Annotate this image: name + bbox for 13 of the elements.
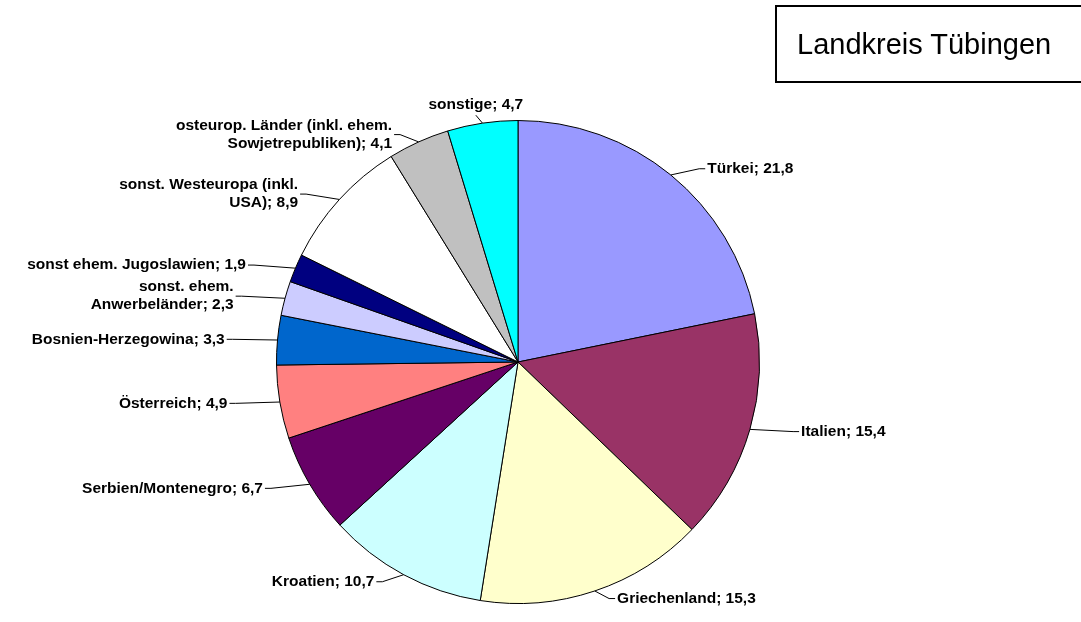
slice-label: osteurop. Länder (inkl. ehem. Sowjetrepubliken); 4,1 xyxy=(175,115,393,151)
slice-label: Serbien/Montenegro; 6,7 xyxy=(82,478,263,496)
slice-label: Bosnien-Herzegowina; 3,3 xyxy=(31,329,226,347)
slice-label: sonstige; 4,7 xyxy=(428,95,524,113)
slice-label: Griechenland; 15,3 xyxy=(617,588,757,606)
slice-label: Österreich; 4,9 xyxy=(118,393,228,411)
chart-title: Landkreis Tübingen xyxy=(775,5,1081,83)
slice-label: sonst ehem. Jugoslawien; 1,9 xyxy=(27,255,247,273)
slice-label: sonst. ehem. Anwerbeländer; 2,3 xyxy=(90,277,235,313)
slice-label: sonst. Westeuropa (inkl. USA); 8,9 xyxy=(119,175,299,211)
slice-label: Kroatien; 10,7 xyxy=(271,572,375,590)
slice-label: Türkei; 21,8 xyxy=(707,159,794,177)
slice-label: Italien; 15,4 xyxy=(801,421,886,439)
